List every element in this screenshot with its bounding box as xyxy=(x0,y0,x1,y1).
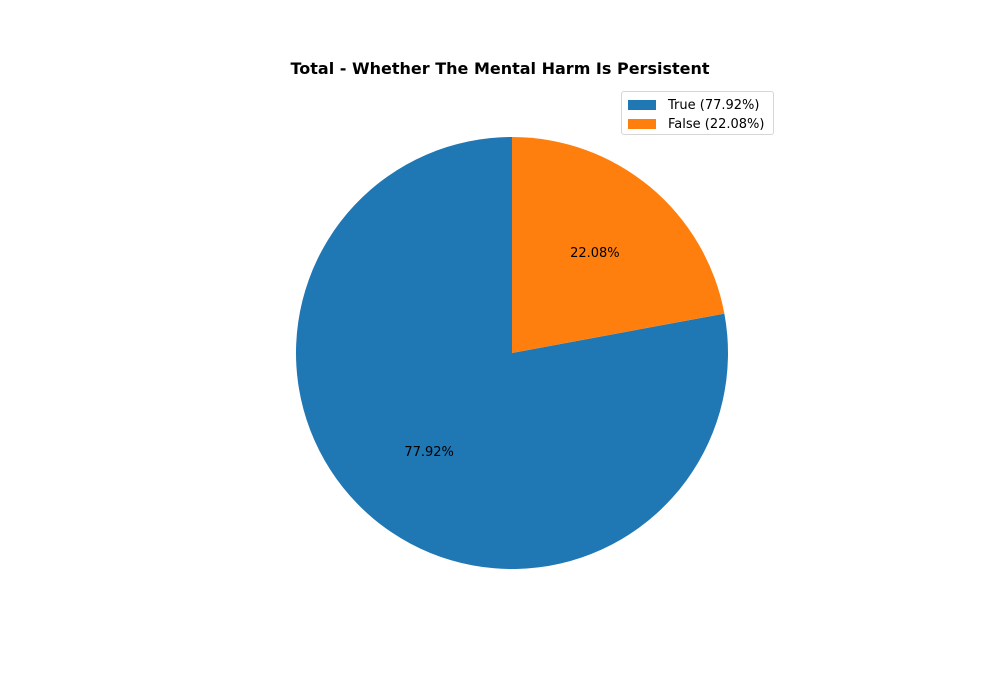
chart-title: Total - Whether The Mental Harm Is Persi… xyxy=(290,59,710,78)
pie-slice-label-true: 77.92% xyxy=(404,445,454,460)
pie-slice-label-false: 22.08% xyxy=(570,246,620,261)
legend-swatch-false xyxy=(628,119,656,129)
legend-label-false: False (22.08%) xyxy=(668,116,765,132)
chart-legend: True (77.92%) False (22.08%) xyxy=(621,91,774,135)
pie-slice-labels: 77.92% 22.08% xyxy=(404,246,619,460)
pie-slice-false xyxy=(512,137,725,353)
pie-slices xyxy=(295,137,729,569)
legend-label-true: True (77.92%) xyxy=(668,97,760,113)
legend-item-true: True (77.92%) xyxy=(628,97,759,113)
legend-swatch-true xyxy=(628,100,656,110)
legend-item-false: False (22.08%) xyxy=(628,116,764,132)
